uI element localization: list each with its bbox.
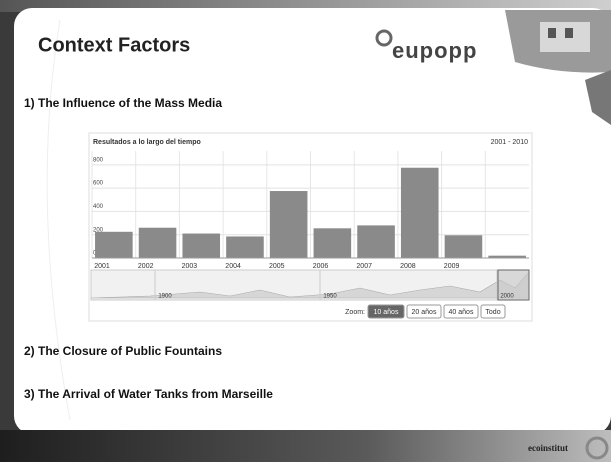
zoom-button-label[interactable]: 10 años bbox=[374, 309, 399, 316]
slide: Context Factors eupopp 1) The Influence … bbox=[0, 0, 611, 462]
zoom-label: Zoom: bbox=[345, 309, 365, 316]
bar bbox=[445, 235, 483, 258]
footer-band bbox=[0, 430, 611, 462]
logo: eupopp bbox=[392, 38, 477, 63]
list-item: 3) The Arrival of Water Tanks from Marse… bbox=[24, 387, 273, 401]
x-tick-label: 2004 bbox=[225, 263, 241, 270]
x-tick-label: 2009 bbox=[444, 263, 460, 270]
x-tick-label: 2006 bbox=[313, 263, 329, 270]
footer-logo: ecoinstitut bbox=[528, 443, 568, 453]
x-tick-label: 2002 bbox=[138, 263, 154, 270]
bar bbox=[401, 168, 439, 258]
x-tick-label: 2008 bbox=[400, 263, 416, 270]
y-tick-label: 400 bbox=[93, 204, 104, 210]
chart-subtitle: 2001 - 2010 bbox=[491, 139, 528, 146]
x-tick-label: 2005 bbox=[269, 263, 285, 270]
x-tick-label: 2001 bbox=[94, 263, 110, 270]
zoom-button-label[interactable]: 40 años bbox=[449, 309, 474, 316]
bar bbox=[95, 232, 133, 258]
y-tick-label: 600 bbox=[93, 181, 104, 187]
slide-title: Context Factors bbox=[38, 34, 190, 56]
list-item: 1) The Influence of the Mass Media bbox=[24, 96, 222, 110]
bar bbox=[314, 228, 352, 258]
y-tick-label: 800 bbox=[93, 157, 104, 163]
bar bbox=[270, 191, 308, 258]
zoom-button-label[interactable]: 20 años bbox=[412, 309, 437, 316]
x-tick-label: 2007 bbox=[356, 263, 372, 270]
bar bbox=[226, 236, 264, 258]
navigator-label: 1950 bbox=[323, 294, 337, 300]
navigator-label: 1900 bbox=[158, 294, 172, 300]
bar bbox=[182, 234, 220, 258]
navigator-label: 2000 bbox=[500, 294, 514, 300]
x-tick-label: 2003 bbox=[182, 263, 198, 270]
zoom-button-label[interactable]: Todo bbox=[485, 309, 500, 316]
bar bbox=[357, 225, 395, 258]
chart-title: Resultados a lo largo del tiempo bbox=[93, 139, 201, 146]
list-item: 2) The Closure of Public Fountains bbox=[24, 344, 222, 358]
bar bbox=[139, 228, 177, 258]
